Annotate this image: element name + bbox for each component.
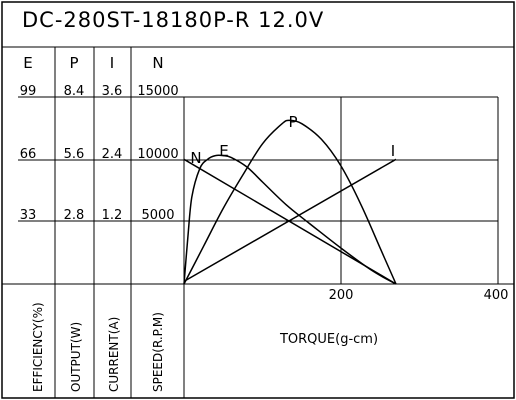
x-tick-200: 200	[329, 288, 354, 303]
tick-efficiency-66: 66	[20, 147, 37, 162]
label-current: CURRENT(A)	[107, 317, 121, 392]
header-output: P	[69, 54, 78, 72]
series-curve-p	[183, 119, 397, 285]
tick-output-8.4: 8.4	[64, 84, 85, 99]
series-label-efficiency: E	[219, 142, 228, 160]
tick-efficiency-99: 99	[20, 84, 37, 99]
x-axis-label: TORQUE(g-cm)	[279, 332, 378, 347]
output-ticks: 8.4 5.6 2.8	[64, 84, 85, 223]
horizontal-gridlines	[2, 96, 514, 285]
tick-current-3.6: 3.6	[102, 84, 123, 99]
chart-title: DC-280ST-18180P-R 12.0V	[22, 8, 324, 32]
label-output: OUTPUT(W)	[69, 322, 83, 392]
series-label-output: P	[288, 113, 297, 131]
series-label-speed: N	[190, 149, 201, 167]
efficiency-ticks: 99 66 33	[20, 84, 37, 223]
tick-current-2.4: 2.4	[102, 147, 123, 162]
tick-speed-15000: 15000	[137, 84, 178, 99]
column-dividers	[54, 47, 132, 398]
tick-output-5.6: 5.6	[64, 147, 85, 162]
header-efficiency: E	[23, 54, 32, 72]
tick-efficiency-33: 33	[20, 208, 37, 223]
series-label-current: I	[391, 142, 395, 160]
tick-speed-10000: 10000	[137, 147, 178, 162]
tick-speed-5000: 5000	[141, 208, 174, 223]
tick-current-1.2: 1.2	[102, 208, 123, 223]
header-current: I	[110, 54, 114, 72]
header-speed: N	[152, 54, 163, 72]
speed-ticks: 15000 10000 5000	[137, 84, 178, 223]
curves	[183, 119, 397, 285]
series-curve-i	[183, 158, 397, 283]
label-speed: SPEED(R.P.M)	[151, 312, 165, 392]
label-efficiency: EFFICIENCY(%)	[31, 302, 45, 392]
x-tick-400: 400	[484, 288, 509, 303]
series-curve-e	[183, 154, 397, 285]
tick-output-2.8: 2.8	[64, 208, 85, 223]
current-ticks: 3.6 2.4 1.2	[102, 84, 123, 223]
